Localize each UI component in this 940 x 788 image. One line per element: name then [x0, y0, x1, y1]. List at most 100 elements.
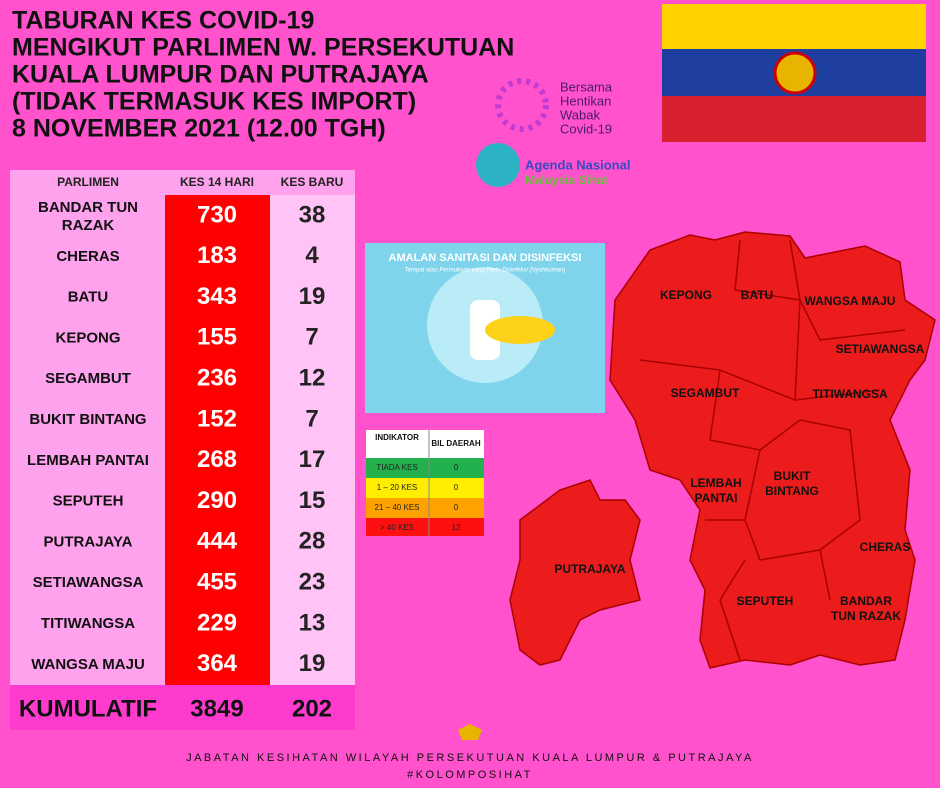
kes-baru: 19 — [299, 283, 326, 310]
map-label: SEPUTEH — [737, 594, 794, 608]
total-label: KUMULATIF — [19, 695, 157, 722]
table-header: PARLIMEN — [57, 175, 119, 189]
kes-baru: 12 — [299, 365, 326, 392]
kes-14-hari: 152 — [197, 405, 237, 432]
kes-14-hari: 229 — [197, 609, 237, 636]
kes-baru: 7 — [305, 324, 318, 351]
parliament-name: WANGSA MAJU — [31, 656, 145, 673]
label-part: TUN RAZAK — [831, 609, 901, 623]
agenda-text: Malaysia Sihat — [525, 173, 608, 187]
label-part: BINTANG — [765, 484, 819, 498]
table-header: KES 14 HARI — [180, 175, 254, 189]
parliament-name: SEGAMBUT — [45, 370, 131, 387]
flag-yellow — [662, 4, 926, 49]
kes-baru: 13 — [299, 609, 326, 636]
indicator-header: BIL DAERAH — [431, 439, 480, 448]
title-line: 8 NOVEMBER 2021 (12.00 TGH) — [12, 115, 386, 143]
kesbaru-col-bg — [270, 195, 355, 685]
campaign-text: Wabak — [560, 107, 600, 122]
map-label: PUTRAJAYA — [554, 562, 625, 576]
map-putrajaya — [509, 479, 641, 666]
indicator-count: 0 — [454, 503, 459, 512]
kes-baru: 4 — [305, 242, 319, 269]
poster-subtitle: Tempat atau Permukaan yang Perlu Disinfe… — [405, 268, 566, 274]
indicator-red — [366, 518, 484, 536]
parliament-name: CHERAS — [56, 248, 119, 265]
table-header-bg — [10, 170, 355, 195]
parliament-name: LEMBAH PANTAI — [27, 452, 149, 469]
agenda-logo — [476, 143, 520, 187]
campaign-text: Covid-19 — [560, 121, 612, 136]
poster-title: AMALAN SANITASI DAN DISINFEKSI — [389, 252, 582, 264]
parliament-name: BATU — [68, 289, 109, 306]
campaign-text: Hentikan — [560, 93, 611, 108]
title-line: MENGIKUT PARLIMEN W. PERSEKUTUAN — [12, 34, 514, 62]
indicator-orange — [366, 498, 484, 518]
parliament-name: BUKIT BINTANG — [29, 411, 146, 428]
indicator-range: TIADA KES — [376, 463, 417, 472]
parliament-name: BANDAR TUN RAZAK — [38, 199, 138, 234]
indicator-count: 0 — [454, 463, 459, 472]
kes-baru: 17 — [299, 446, 326, 473]
map-label: TITIWANGSA — [812, 387, 888, 401]
total-row-bg — [10, 685, 355, 730]
total-kes-baru: 202 — [292, 695, 332, 722]
campaign-logo — [495, 78, 549, 132]
flag-crest — [773, 51, 817, 95]
kes-baru: 19 — [299, 650, 326, 677]
indicator-count: 0 — [454, 483, 459, 492]
glove — [485, 316, 555, 344]
title-line: KUALA LUMPUR DAN PUTRAJAYA — [12, 61, 429, 89]
kes-14-hari: 343 — [197, 283, 237, 310]
title-line: (TIDAK TERMASUK KES IMPORT) — [12, 88, 416, 116]
kes-baru: 23 — [299, 569, 326, 596]
label-part: BANDAR — [840, 594, 892, 608]
name-part: BANDAR TUN — [38, 199, 138, 216]
map-kl — [609, 231, 936, 669]
indicator-range: > 40 KES — [380, 523, 414, 532]
indicator-range: 1 – 20 KES — [377, 483, 417, 492]
footer-line: JABATAN KESIHATAN WILAYAH PERSEKUTUAN KU… — [186, 752, 754, 764]
kes-14-hari: 730 — [197, 201, 237, 228]
kes-baru: 7 — [305, 405, 318, 432]
map-label: BUKIT BINTANG — [765, 469, 819, 498]
parliament-name: PUTRAJAYA — [44, 533, 133, 550]
flag-red — [662, 96, 926, 142]
indicator-range: 21 – 40 KES — [375, 503, 420, 512]
kes-14-hari: 290 — [197, 487, 237, 514]
map-label: CHERAS — [860, 540, 911, 554]
map-label: KEPONG — [660, 288, 712, 302]
kes-baru: 28 — [299, 528, 326, 555]
kes-baru: 38 — [299, 201, 326, 228]
campaign-text: Bersama — [560, 79, 613, 94]
total-kes-14: 3849 — [190, 695, 243, 722]
name-part: RAZAK — [62, 217, 115, 234]
map-boundaries — [639, 239, 906, 661]
indicator-header-bg — [366, 430, 484, 458]
parliament-name: KEPONG — [55, 329, 120, 346]
kes-14-hari: 183 — [197, 242, 237, 269]
map-label: SETIAWANGSA — [836, 342, 925, 356]
kes-14-hari: 155 — [197, 324, 237, 351]
kes-14-hari: 455 — [197, 569, 237, 596]
table-header: KES BARU — [281, 175, 344, 189]
footer-line: #KOLOMPOSIHAT — [407, 769, 533, 781]
map-label: SEGAMBUT — [671, 386, 740, 400]
label-part: LEMBAH — [690, 476, 741, 490]
parliament-name: SETIAWANGSA — [33, 574, 144, 591]
footer-crest — [458, 724, 482, 740]
kes-14-hari: 236 — [197, 365, 237, 392]
parliament-name: TITIWANGSA — [41, 615, 135, 632]
map-label: BANDAR TUN RAZAK — [831, 594, 901, 623]
label-part: BUKIT — [774, 469, 811, 483]
parliament-name: SEPUTEH — [53, 493, 124, 510]
map-label: BATU — [741, 288, 773, 302]
indicator-header: INDIKATOR — [375, 433, 419, 442]
kes-baru: 15 — [299, 487, 326, 514]
kes-14-hari: 444 — [197, 528, 238, 555]
indicator-count: 12 — [452, 523, 461, 532]
kes-14-hari: 268 — [197, 446, 237, 473]
map-label: LEMBAH PANTAI — [690, 476, 741, 505]
